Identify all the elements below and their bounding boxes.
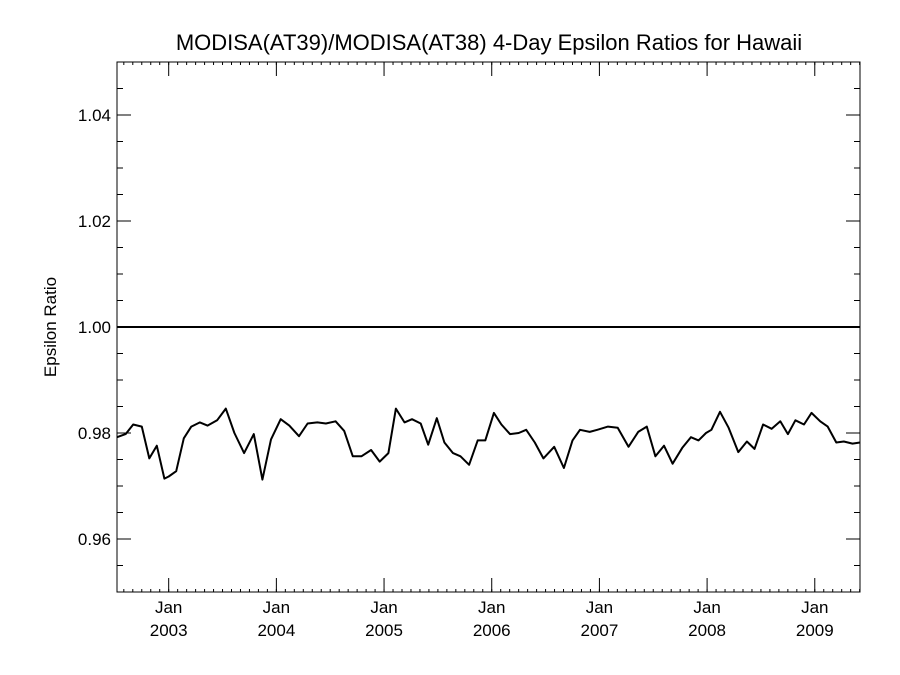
x-tick-month-label: Jan	[586, 598, 613, 617]
x-tick-year-label: 2004	[257, 621, 295, 640]
plot-area	[116, 326, 861, 481]
x-tick-month-label: Jan	[693, 598, 720, 617]
x-tick-month-label: Jan	[801, 598, 828, 617]
y-tick-label: 0.98	[78, 424, 111, 443]
axis-ticks: 0.96 0.98 1.00 1.02 1.04 Jan 2003 Jan 2004 Jan 200…	[78, 61, 861, 640]
x-tick-month-label: Jan	[155, 598, 182, 617]
x-tick-year-label: 2009	[796, 621, 834, 640]
x-tick-year-label: 2003	[150, 621, 188, 640]
x-tick-month-label: Jan	[370, 598, 397, 617]
x-tick-month-label: Jan	[478, 598, 505, 617]
y-axis-label: Epsilon Ratio	[41, 277, 60, 377]
y-tick-label: 0.96	[78, 530, 111, 549]
x-tick-year-label: 2006	[473, 621, 511, 640]
y-tick-label: 1.04	[78, 106, 111, 125]
y-tick-label: 1.00	[78, 318, 111, 337]
x-tick-year-label: 2007	[580, 621, 618, 640]
x-tick-month-label: Jan	[263, 598, 290, 617]
x-tick-year-label: 2008	[688, 621, 726, 640]
y-tick-label: 1.02	[78, 212, 111, 231]
chart-title: MODISA(AT39)/MODISA(AT38) 4-Day Epsilon …	[176, 30, 802, 55]
x-tick-year-label: 2005	[365, 621, 403, 640]
epsilon-ratio-series-line	[116, 407, 861, 481]
